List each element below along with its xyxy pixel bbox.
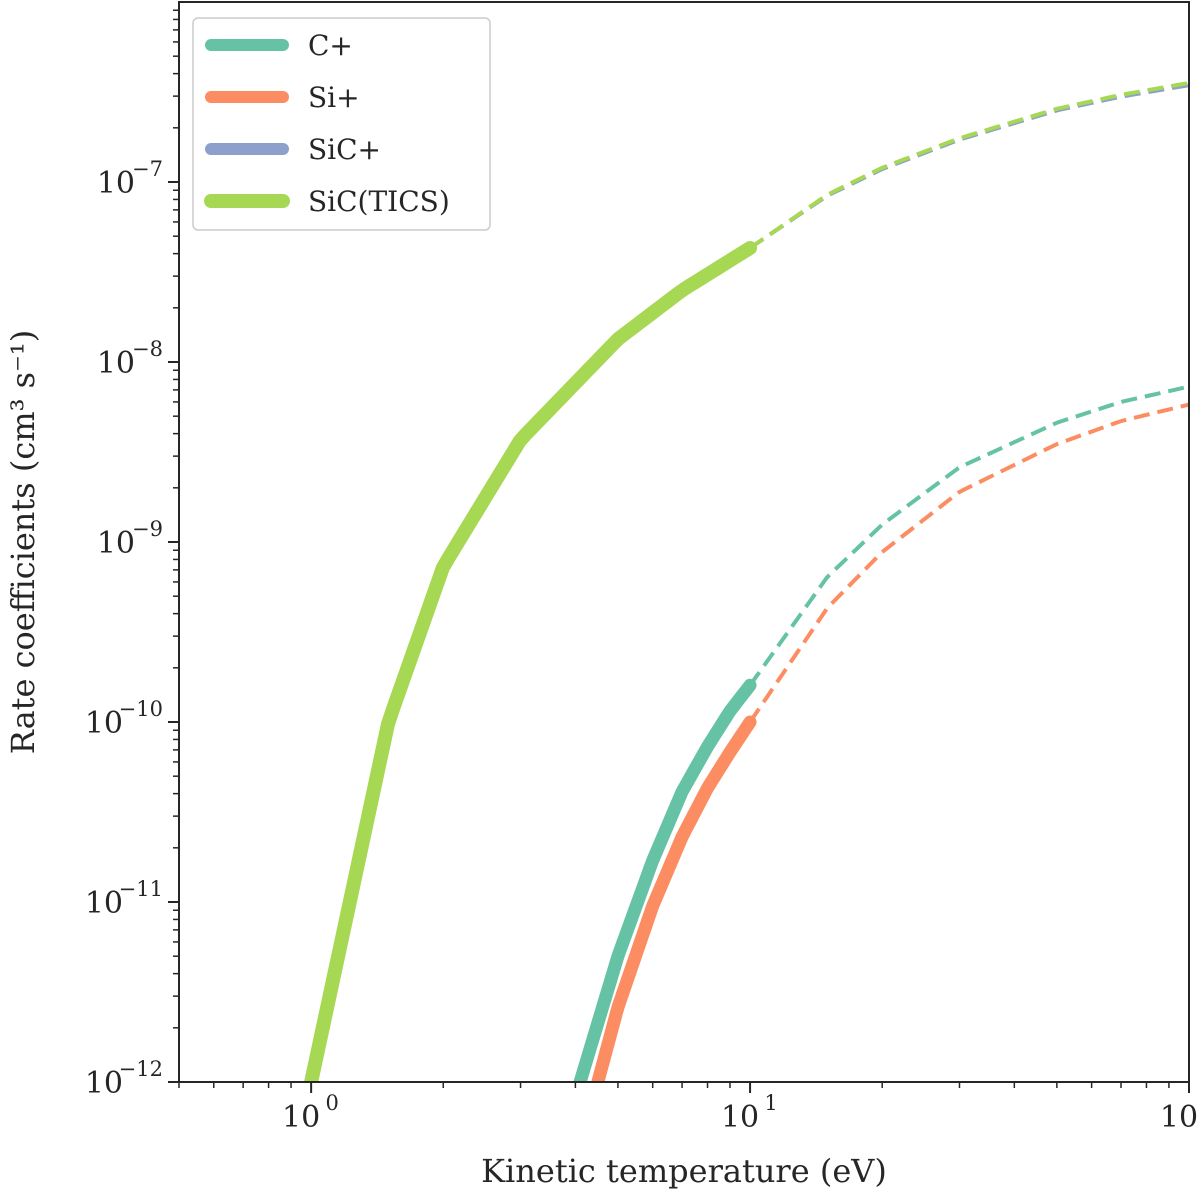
x-tick-exponent: 0 (325, 1091, 338, 1115)
x-tick-label: 10 (721, 1100, 759, 1135)
y-tick-exponent: −12 (119, 1057, 163, 1081)
series-sic-tics-dashed-line (748, 80, 1189, 250)
series-si-dashed-line (748, 402, 1189, 724)
y-tick-label: 10 (97, 526, 135, 561)
y-tick-label: 10 (85, 706, 123, 741)
y-tick-label: 10 (97, 346, 135, 381)
legend-label-sic: SiC+ (308, 133, 381, 166)
y-tick-exponent: −9 (132, 517, 163, 541)
y-tick-label: 10 (85, 1066, 123, 1101)
y-tick-exponent: −8 (132, 337, 163, 361)
legend-label-sic-tics: SiC(TICS) (308, 185, 450, 218)
y-tick-exponent: −7 (132, 157, 163, 181)
series-layer (304, 80, 1189, 1082)
x-tick-label: 10 (282, 1100, 320, 1135)
series-c-solid-line (573, 678, 757, 1082)
legend: C+ Si+ SiC+ SiC(TICS) (192, 17, 491, 231)
x-axis-title: Kinetic temperature (eV) (481, 1152, 887, 1190)
y-tick-exponent: −11 (119, 877, 163, 901)
y-axis-title: Rate coefficients (cm³ s⁻¹) (4, 330, 42, 755)
legend-frame (192, 17, 491, 231)
legend-label-si: Si+ (308, 81, 360, 114)
y-tick-label: 10 (97, 166, 135, 201)
x-tick-label: 10 (1160, 1100, 1198, 1135)
series-sic-tics-solid-line (304, 240, 758, 1082)
series-c-dashed-line (748, 384, 1189, 687)
x-axis: 100101102 (178, 1082, 1198, 1135)
x-tick-exponent: 1 (764, 1091, 777, 1115)
y-tick-label: 10 (85, 886, 123, 921)
y-tick-exponent: −10 (119, 697, 163, 721)
legend-label-c: C+ (308, 29, 353, 62)
series-si-solid-line (591, 715, 757, 1082)
